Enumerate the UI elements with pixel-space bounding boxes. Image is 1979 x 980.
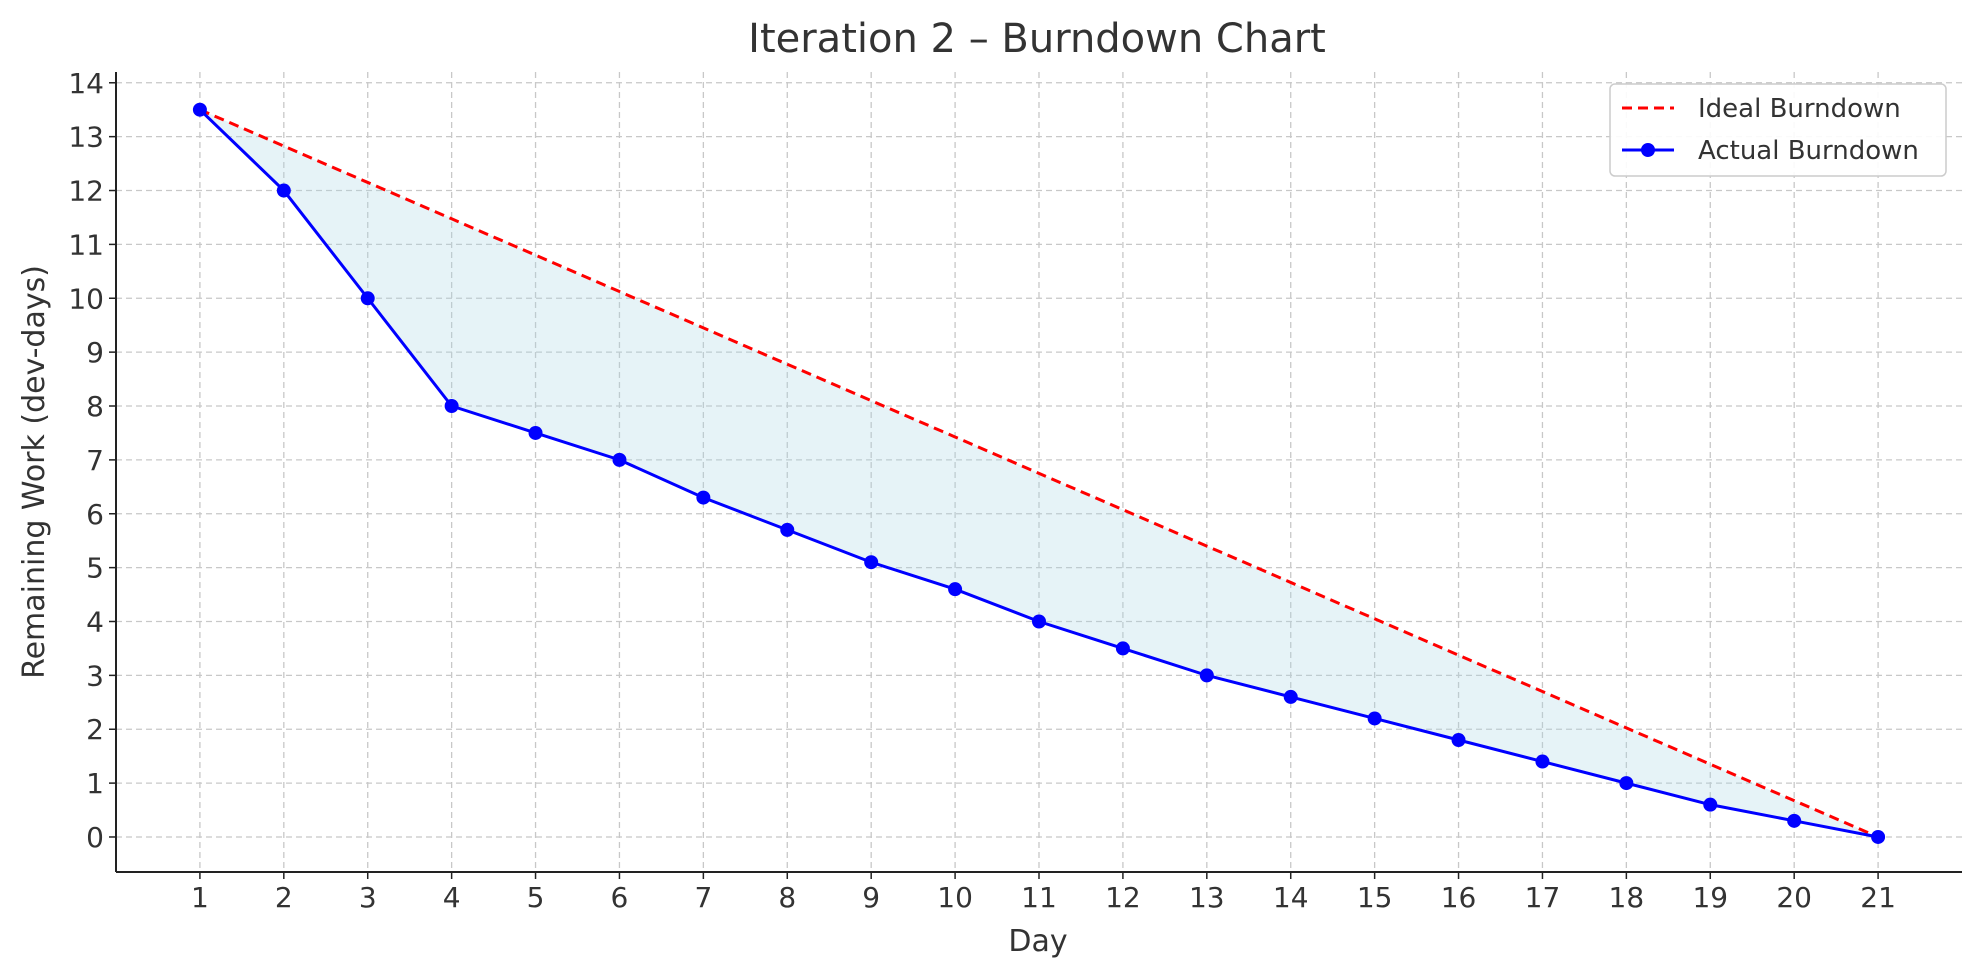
x-tick-label: 14 (1273, 881, 1309, 914)
y-tick-label: 4 (86, 605, 104, 638)
data-point (1199, 668, 1214, 683)
y-tick-label: 7 (86, 444, 104, 477)
x-tick-label: 21 (1860, 881, 1896, 914)
x-tick-label: 20 (1776, 881, 1812, 914)
x-tick-label: 6 (611, 881, 629, 914)
y-tick-label: 2 (86, 713, 104, 746)
data-point (1451, 733, 1466, 748)
x-tick-label: 7 (694, 881, 712, 914)
series-line-ideal (199, 108, 1879, 839)
x-ticks: 1 2 3 4 5 6 7 8 9 10 11 12 13 14 15 16 17 18 19 20 21 (191, 872, 1896, 914)
y-tick-label: 12 (68, 175, 104, 208)
data-point (780, 522, 795, 537)
data-point (1115, 641, 1130, 656)
y-tick-label: 9 (86, 336, 104, 369)
data-point (192, 102, 207, 117)
x-tick-label: 12 (1105, 881, 1141, 914)
chart-title: Iteration 2 – Burndown Chart (748, 16, 1326, 62)
x-tick-label: 18 (1609, 881, 1645, 914)
data-point (360, 291, 375, 306)
y-tick-label: 6 (86, 498, 104, 531)
data-point (864, 555, 879, 570)
y-tick-label: 13 (68, 121, 104, 154)
y-tick-label: 1 (86, 767, 104, 800)
y-tick-label: 11 (68, 228, 104, 261)
x-tick-label: 19 (1692, 881, 1728, 914)
data-point (948, 582, 963, 597)
x-tick-label: 5 (527, 881, 545, 914)
data-point (1283, 689, 1298, 704)
data-point (1367, 711, 1382, 726)
data-point (1032, 614, 1046, 629)
y-tick-label: 0 (86, 821, 104, 854)
legend-marker-actual (1641, 143, 1655, 157)
data-point (1871, 829, 1886, 844)
data-point (1535, 754, 1550, 769)
legend-box (1609, 83, 1947, 177)
y-axis-label: Remaining Work (dev-days) (17, 265, 52, 679)
data-point (1619, 776, 1634, 791)
data-point (1703, 797, 1718, 812)
data-point (696, 490, 711, 505)
y-tick-label: 14 (68, 67, 104, 100)
legend-label-actual: Actual Burndown (1698, 136, 1919, 166)
legend: Ideal Burndown Actual Burndown (1609, 83, 1947, 177)
x-tick-label: 17 (1525, 881, 1561, 914)
y-tick-label: 10 (68, 282, 104, 315)
data-point (444, 399, 459, 414)
x-tick-label: 16 (1441, 881, 1477, 914)
data-point (276, 183, 291, 198)
grid (116, 72, 1962, 872)
x-tick-label: 1 (191, 881, 209, 914)
x-tick-label: 2 (275, 881, 293, 914)
y-tick-label: 5 (86, 552, 104, 585)
x-tick-label: 8 (778, 881, 796, 914)
x-tick-label: 4 (443, 881, 461, 914)
x-tick-label: 9 (862, 881, 880, 914)
x-tick-label: 10 (937, 881, 973, 914)
data-point (528, 425, 543, 440)
x-tick-label: 3 (359, 881, 377, 914)
x-tick-label: 13 (1189, 881, 1225, 914)
y-tick-label: 3 (86, 659, 104, 692)
legend-label-ideal: Ideal Burndown (1698, 94, 1901, 124)
x-tick-label: 15 (1357, 881, 1393, 914)
series-layer (192, 102, 1886, 844)
y-tick-label: 8 (86, 390, 104, 423)
data-point (612, 452, 627, 467)
x-tick-label: 11 (1021, 881, 1057, 914)
x-axis-label: Day (1008, 924, 1067, 959)
data-point (1787, 813, 1802, 828)
